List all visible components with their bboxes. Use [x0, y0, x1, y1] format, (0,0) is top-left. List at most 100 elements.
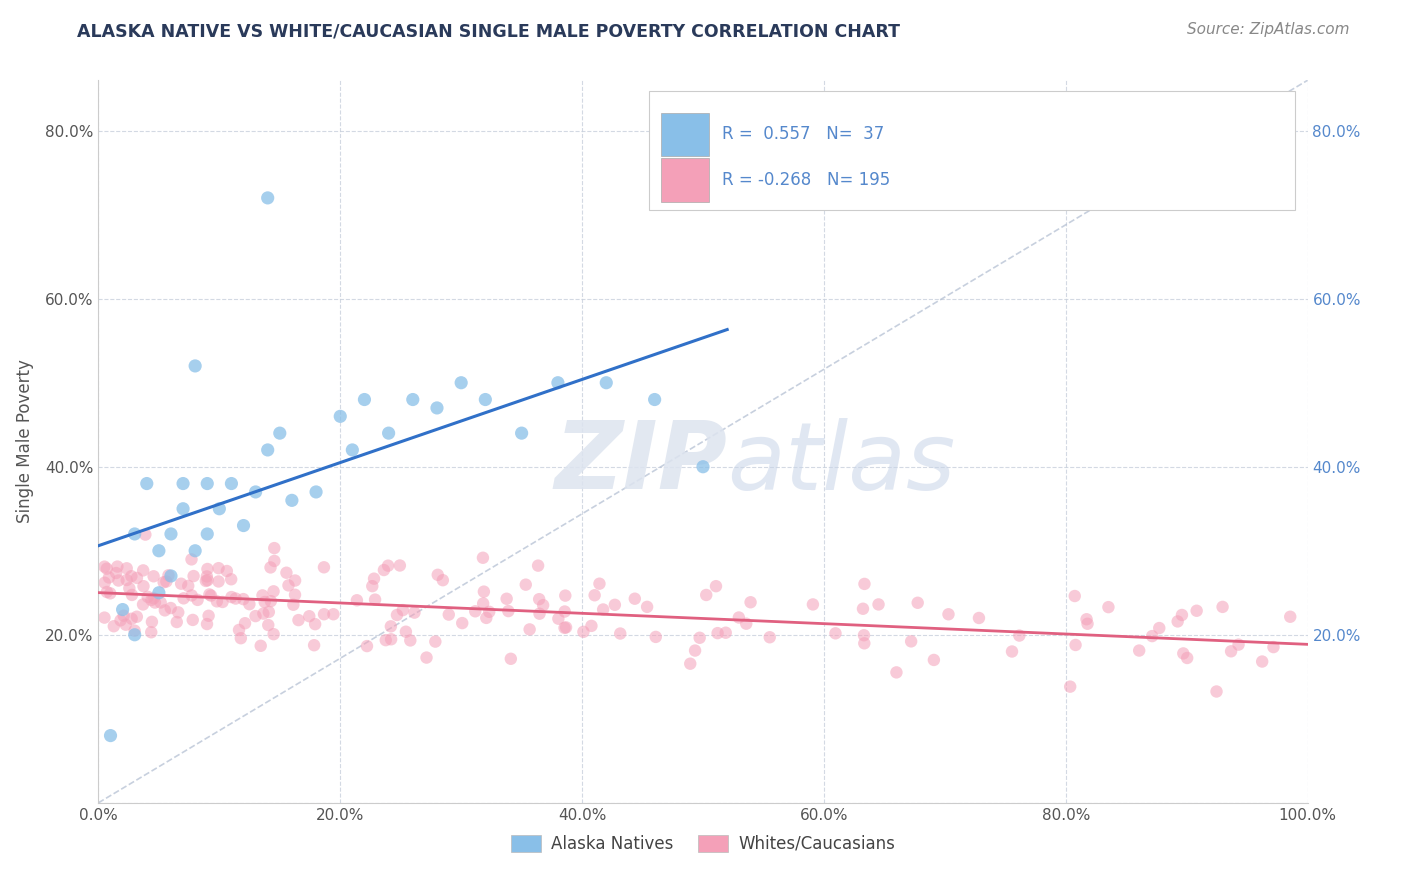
Point: [93, 559, 115, 574]
Point: [527, 558, 550, 573]
Point: [1149, 621, 1171, 635]
Point: [758, 630, 780, 644]
Point: [1173, 647, 1195, 661]
Point: [167, 606, 190, 620]
Point: [152, 575, 174, 590]
Point: [402, 392, 425, 407]
Point: [180, 552, 202, 566]
Point: [531, 598, 554, 612]
Point: [195, 527, 218, 541]
Point: [329, 409, 352, 424]
Point: [249, 639, 271, 653]
Point: [644, 630, 666, 644]
Point: [256, 191, 278, 205]
Point: [184, 543, 207, 558]
Point: [263, 541, 285, 555]
Point: [302, 638, 325, 652]
Point: [510, 426, 533, 441]
Point: [111, 602, 134, 616]
Point: [277, 578, 299, 592]
Point: [583, 588, 606, 602]
Point: [233, 616, 256, 631]
Point: [232, 518, 254, 533]
Point: [374, 633, 396, 648]
Point: [603, 598, 626, 612]
Point: [395, 624, 418, 639]
Point: [609, 626, 631, 640]
Point: [136, 590, 159, 604]
Point: [1205, 684, 1227, 698]
Point: [1076, 616, 1098, 631]
Point: [110, 613, 132, 627]
Point: [938, 607, 960, 622]
Point: [153, 603, 176, 617]
Point: [1263, 640, 1285, 654]
Point: [499, 652, 522, 666]
Point: [98, 586, 121, 600]
Point: [173, 591, 195, 606]
Point: [114, 617, 136, 632]
Point: [124, 624, 146, 638]
Point: [1059, 680, 1081, 694]
Point: [644, 392, 666, 407]
Point: [284, 574, 307, 588]
Point: [373, 563, 395, 577]
Point: [922, 653, 945, 667]
Point: [356, 639, 378, 653]
Point: [853, 636, 876, 650]
Point: [1076, 612, 1098, 626]
Point: [143, 596, 166, 610]
Point: [263, 584, 285, 599]
Point: [103, 619, 125, 633]
Point: [464, 604, 486, 618]
Point: [377, 558, 399, 573]
Point: [148, 543, 170, 558]
Point: [141, 615, 163, 629]
Point: [219, 572, 242, 586]
Point: [141, 593, 163, 607]
Point: [704, 579, 727, 593]
Point: [886, 665, 908, 680]
Point: [572, 624, 595, 639]
Point: [256, 442, 278, 457]
Point: [287, 613, 309, 627]
Point: [425, 634, 447, 648]
Point: [900, 634, 922, 648]
Point: [404, 606, 426, 620]
Point: [1167, 615, 1189, 629]
Point: [166, 615, 188, 629]
Point: [581, 619, 603, 633]
Text: atlas: atlas: [727, 417, 956, 508]
Point: [142, 569, 165, 583]
Point: [852, 628, 875, 642]
Point: [1063, 589, 1085, 603]
Point: [735, 616, 758, 631]
Point: [853, 577, 876, 591]
Text: ZIP: ZIP: [554, 417, 727, 509]
Point: [187, 593, 209, 607]
Point: [283, 598, 305, 612]
Point: [346, 593, 368, 607]
Point: [245, 485, 267, 500]
Point: [159, 601, 181, 615]
Point: [824, 626, 846, 640]
Point: [198, 587, 221, 601]
Point: [232, 592, 254, 607]
Point: [184, 359, 207, 373]
Text: R = -0.268   N= 195: R = -0.268 N= 195: [723, 171, 890, 189]
Point: [907, 596, 929, 610]
Point: [399, 633, 422, 648]
Point: [298, 609, 321, 624]
Point: [100, 729, 122, 743]
Point: [181, 613, 204, 627]
Point: [363, 572, 385, 586]
Point: [706, 626, 728, 640]
Point: [118, 581, 141, 595]
Point: [967, 611, 990, 625]
Point: [695, 588, 717, 602]
Bar: [661, 112, 709, 156]
Point: [592, 602, 614, 616]
Point: [1227, 638, 1250, 652]
Point: [180, 589, 202, 603]
Point: [253, 595, 276, 609]
